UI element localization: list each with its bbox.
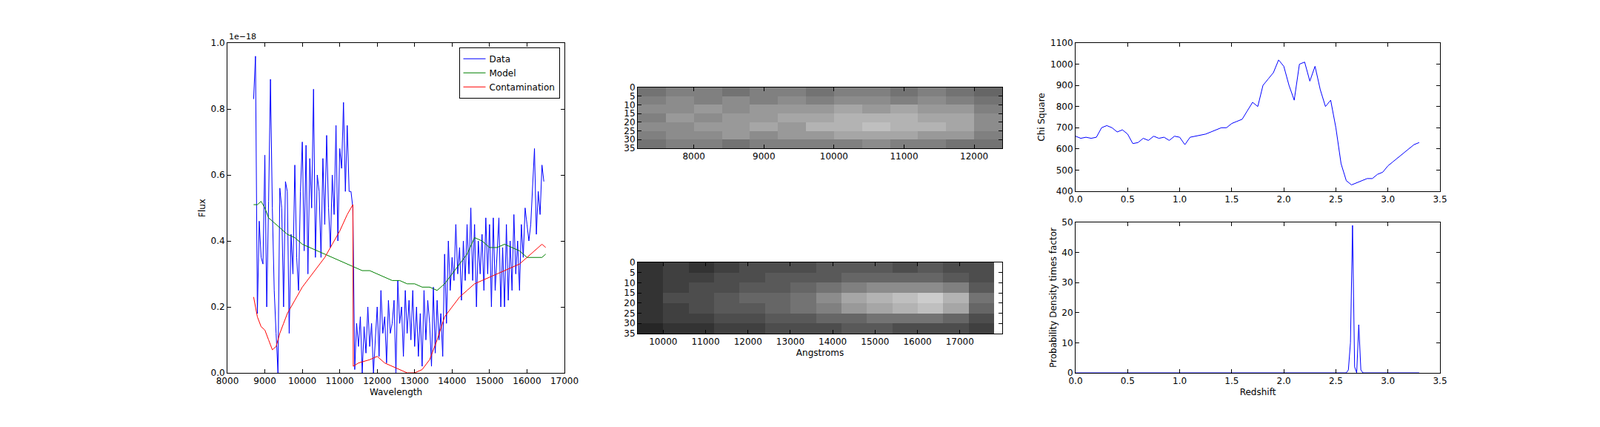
svg-text:Angstroms: Angstroms [796,347,844,358]
svg-text:5: 5 [629,267,636,278]
svg-text:14000: 14000 [818,336,847,347]
svg-text:0.5: 0.5 [1120,375,1135,386]
svg-text:11000: 11000 [691,336,720,347]
svg-text:50: 50 [1061,217,1073,228]
svg-text:3.0: 3.0 [1380,375,1395,386]
svg-text:1e−18: 1e−18 [228,31,257,42]
svg-text:15: 15 [623,108,635,119]
svg-text:2.5: 2.5 [1328,194,1343,205]
svg-text:30: 30 [623,317,635,329]
svg-text:17000: 17000 [945,336,975,347]
svg-text:0: 0 [629,82,636,93]
svg-text:400: 400 [1056,185,1074,197]
svg-text:20: 20 [623,117,635,128]
svg-text:700: 700 [1056,122,1074,133]
svg-text:20: 20 [1061,307,1073,318]
svg-text:Wavelength: Wavelength [369,386,423,398]
svg-text:13000: 13000 [400,375,429,386]
svg-text:1.5: 1.5 [1224,375,1239,386]
svg-text:12000: 12000 [960,151,989,162]
svg-text:20: 20 [623,297,635,309]
svg-text:30: 30 [623,134,635,145]
svg-text:Probability Density times fact: Probability Density times factor [1048,227,1059,368]
svg-text:1100: 1100 [1050,37,1074,49]
svg-text:17000: 17000 [550,375,579,386]
svg-text:8000: 8000 [216,375,240,386]
svg-text:0: 0 [629,257,636,268]
svg-text:8000: 8000 [682,151,706,162]
svg-text:11000: 11000 [325,375,355,386]
svg-text:12000: 12000 [362,375,392,386]
svg-text:14000: 14000 [437,375,466,386]
svg-text:1000: 1000 [1050,59,1074,70]
svg-text:12000: 12000 [734,336,763,347]
svg-text:11000: 11000 [889,151,918,162]
svg-text:13000: 13000 [776,336,805,347]
svg-text:5: 5 [629,91,636,102]
svg-text:1.0: 1.0 [1172,375,1187,386]
svg-text:16000: 16000 [512,375,541,386]
svg-text:900: 900 [1056,80,1074,91]
svg-text:2.0: 2.0 [1277,375,1292,386]
svg-text:10: 10 [623,100,635,111]
svg-text:Chi Square: Chi Square [1036,92,1047,141]
svg-text:0.2: 0.2 [211,301,226,312]
svg-text:0.4: 0.4 [211,235,226,246]
svg-text:25: 25 [623,308,635,319]
svg-text:0.0: 0.0 [1068,375,1083,386]
svg-text:Redshift: Redshift [1240,386,1277,398]
svg-text:600: 600 [1056,143,1074,155]
svg-text:0.8: 0.8 [211,103,226,115]
svg-text:0.6: 0.6 [211,169,226,180]
svg-text:3.5: 3.5 [1432,194,1447,205]
svg-text:16000: 16000 [902,336,932,347]
svg-text:0.0: 0.0 [211,367,226,378]
svg-text:800: 800 [1056,101,1074,112]
svg-text:3.5: 3.5 [1432,375,1447,386]
svg-text:3.0: 3.0 [1380,194,1395,205]
svg-text:9000: 9000 [253,375,277,386]
svg-text:10000: 10000 [648,336,678,347]
svg-text:Data: Data [489,54,512,65]
svg-text:0: 0 [1067,367,1074,378]
svg-text:25: 25 [623,125,635,137]
svg-text:40: 40 [1061,247,1073,258]
svg-text:15000: 15000 [475,375,504,386]
svg-text:15000: 15000 [860,336,889,347]
svg-text:1.0: 1.0 [211,37,226,49]
svg-text:500: 500 [1056,165,1074,176]
svg-text:Model: Model [489,68,517,79]
svg-text:1.5: 1.5 [1224,194,1239,205]
svg-text:15: 15 [623,287,635,298]
svg-text:Contamination: Contamination [489,82,555,93]
svg-text:2.5: 2.5 [1328,375,1343,386]
svg-text:10000: 10000 [820,151,849,162]
svg-text:1.0: 1.0 [1172,194,1187,205]
svg-text:30: 30 [1061,277,1073,288]
svg-text:9000: 9000 [752,151,776,162]
svg-text:10: 10 [623,277,635,289]
svg-text:35: 35 [623,328,635,339]
svg-text:10: 10 [1061,337,1073,349]
svg-text:0.5: 0.5 [1120,194,1135,205]
svg-text:0.0: 0.0 [1068,194,1083,205]
svg-text:35: 35 [623,142,635,154]
svg-text:2.0: 2.0 [1277,194,1292,205]
svg-text:10000: 10000 [288,375,317,386]
svg-text:Flux: Flux [197,198,208,218]
